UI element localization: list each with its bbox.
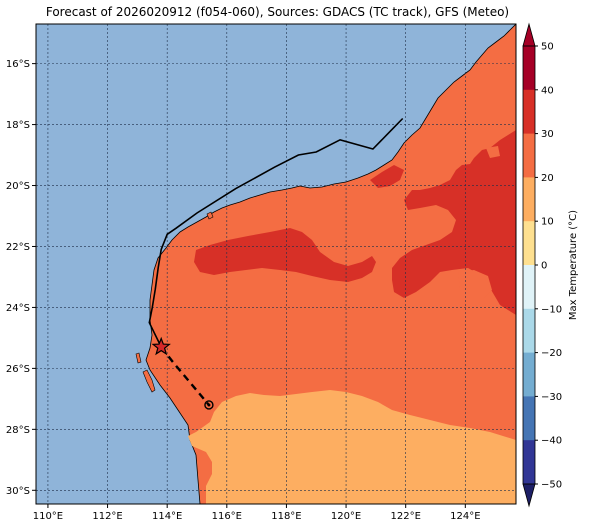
y-tick-label: 24°S	[6, 303, 30, 314]
colorbar-tick-label: 10	[541, 217, 554, 228]
x-axis-ticks: 110°E 112°E 114°E 116°E 118°E 120°E 122°E 124°E	[33, 504, 481, 522]
chart-title: Forecast of 2026020912 (f054-060), Sourc…	[45, 5, 510, 19]
colorbar-tick-label: 40	[541, 85, 554, 96]
colorbar-tick-label: 30	[541, 129, 554, 140]
colorbar-tick-label: 50	[541, 42, 554, 53]
forecast-position-marker	[204, 400, 214, 410]
colorbar-segment	[523, 177, 535, 222]
land-zone-30-40-north	[370, 165, 404, 188]
land-zone-10-20	[188, 390, 516, 504]
track-forecast-line	[160, 346, 210, 406]
x-tick-label: 124°E	[450, 511, 480, 522]
forecast-position-dot	[207, 403, 211, 407]
colorbar-tick-label: −30	[541, 392, 562, 403]
land-zone-30-40-inland	[194, 228, 376, 282]
colorbar-bottom-arrow	[522, 483, 536, 508]
island-barrow	[206, 211, 214, 220]
x-tick-label: 116°E	[212, 511, 242, 522]
colorbar-tick-label: 0	[541, 261, 547, 272]
y-tick-label: 26°S	[6, 364, 30, 375]
x-tick-label: 114°E	[152, 511, 182, 522]
x-tick-label: 110°E	[33, 511, 63, 522]
land-pocket-a	[458, 270, 492, 298]
y-tick-label: 30°S	[6, 486, 30, 497]
colorbar: 50 40 30 20 10 0 −10 −20 −30 −40 −50 Max Temperatu…	[522, 22, 579, 508]
y-tick-label: 16°S	[6, 59, 30, 70]
colorbar-tick-label: −40	[541, 436, 562, 447]
land-pocket-b	[486, 146, 500, 158]
island-dirk-hartog	[142, 369, 156, 393]
colorbar-segment	[523, 265, 535, 310]
y-tick-label: 28°S	[6, 425, 30, 436]
x-tick-label: 112°E	[92, 511, 122, 522]
colorbar-tick-label: −20	[541, 348, 562, 359]
colorbar-segment	[523, 221, 535, 266]
colorbar-tick-label: 20	[541, 173, 554, 184]
colorbar-segment	[523, 396, 535, 441]
colorbar-segment	[523, 440, 535, 485]
x-tick-label: 120°E	[331, 511, 361, 522]
colorbar-label: Max Temperature (°C)	[568, 210, 579, 320]
colorbar-segment	[523, 89, 535, 135]
island-bernier	[135, 352, 142, 364]
x-tick-label: 118°E	[271, 511, 301, 522]
y-tick-label: 20°S	[6, 181, 30, 192]
y-tick-label: 22°S	[6, 242, 30, 253]
colorbar-tick-label: −10	[541, 304, 562, 315]
colorbar-segment	[523, 308, 535, 354]
map-panel[interactable]: 110°E 112°E 114°E 116°E 118°E 120°E 122°E 124°E…	[6, 23, 517, 522]
colorbar-segment	[523, 133, 535, 178]
track-past-line	[148, 117, 404, 348]
land-zone-30-40	[392, 130, 516, 315]
colorbar-top-arrow	[522, 22, 536, 47]
map-frame	[35, 23, 517, 505]
current-position-star-icon	[151, 336, 171, 356]
y-tick-label: 18°S	[6, 120, 30, 131]
colorbar-tick-label: −50	[541, 480, 562, 491]
y-axis-ticks: 16°S 18°S 20°S 22°S 24°S 26°S 28°S 30°S	[6, 59, 36, 497]
colorbar-segment	[523, 46, 535, 91]
x-tick-label: 122°E	[390, 511, 420, 522]
colorbar-segment	[523, 352, 535, 397]
graticule	[36, 24, 516, 504]
cyclone-track	[148, 117, 404, 410]
